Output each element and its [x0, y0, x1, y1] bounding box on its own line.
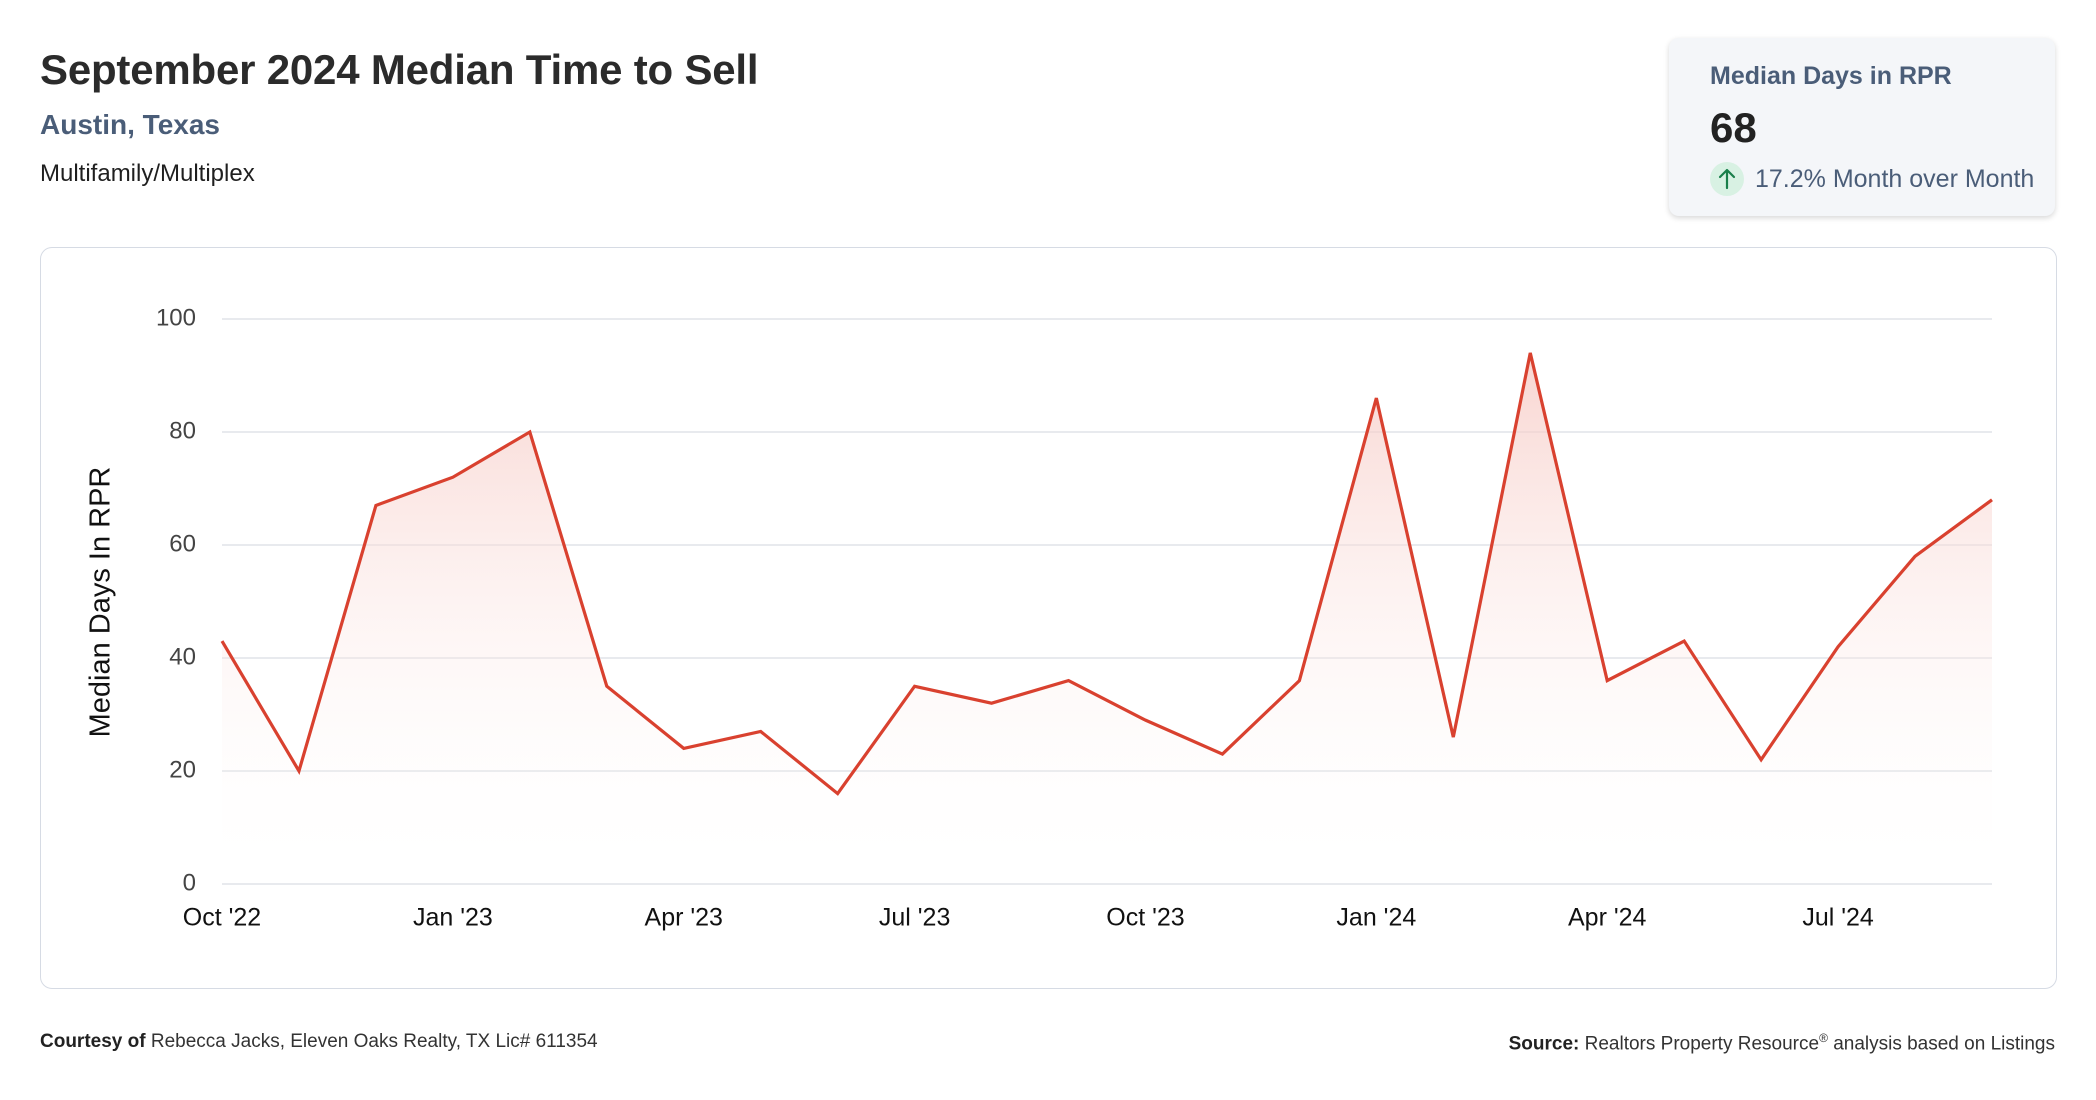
data-point[interactable]: Jul '24: 42	[1832, 641, 1844, 653]
courtesy-label: Courtesy of	[40, 1031, 146, 1052]
data-point[interactable]: Jan '24: 86	[1370, 392, 1382, 404]
x-tick-label: Apr '24	[1568, 904, 1647, 932]
x-tick-label: Apr '23	[645, 904, 723, 932]
series-line	[220, 352, 1993, 796]
stat-value: 68	[1710, 104, 1757, 151]
data-point[interactable]: Apr '23: 24	[678, 742, 690, 754]
data-point[interactable]: Oct '22: 43	[216, 635, 228, 647]
data-point[interactable]: Jul '23: 35	[909, 680, 921, 692]
source-label: Source:	[1508, 1033, 1580, 1055]
x-tick-label: Jan '24	[1336, 904, 1416, 932]
data-point[interactable]: Jan '23: 72	[447, 471, 459, 483]
footer-source: Source: Realtors Property Resource® anal…	[1509, 1031, 2055, 1055]
data-point[interactable]: Nov '22: 20	[293, 765, 305, 777]
data-point[interactable]: Nov '23: 23	[1216, 748, 1228, 760]
registered-mark: ®	[1819, 1031, 1828, 1045]
data-point[interactable]: Jun '24: 22	[1755, 754, 1767, 766]
data-point[interactable]: Mar '23: 35	[601, 680, 613, 692]
data-point[interactable]: Feb '24: 26	[1447, 731, 1459, 743]
property-category: Multifamily/Multiplex	[40, 160, 255, 187]
courtesy-text: Rebecca Jacks, Eleven Oaks Realty, TX Li…	[150, 1031, 598, 1052]
stat-label: Median Days in RPR	[1710, 62, 1952, 90]
data-point[interactable]: Mar '24: 94	[1524, 347, 1536, 359]
data-point[interactable]: May '24: 43	[1678, 635, 1690, 647]
x-tick-label: Oct '22	[183, 904, 261, 932]
data-point[interactable]: Aug '24: 58	[1909, 550, 1921, 562]
median-days-stat-card: Median Days in RPR 68 17.2% Month over M…	[1669, 38, 2055, 216]
median-days-chart: 0 20 40 60 80 100 Oct '22 Jan '23 Apr '23 Jul '2…	[85, 304, 1998, 932]
data-point[interactable]: May '23: 27	[755, 725, 767, 737]
y-tick-label: 80	[169, 417, 196, 444]
x-tick-label: Jul '23	[879, 904, 950, 932]
y-tick-label: 40	[169, 643, 196, 670]
arrow-up-icon	[1710, 162, 1744, 196]
x-tick-label: Oct '23	[1106, 904, 1184, 932]
y-tick-labels: 0 20 40 60 80 100	[156, 304, 196, 896]
y-tick-label: 60	[169, 530, 196, 557]
data-point[interactable]: Dec '22: 67	[370, 499, 382, 511]
source-text-2: analysis based on Listings	[1833, 1033, 2055, 1055]
x-tick-label: Jan '23	[413, 904, 493, 932]
area-layer	[222, 352, 1992, 884]
data-point[interactable]: Apr '24: 36	[1601, 675, 1613, 687]
series-area	[222, 352, 1992, 884]
data-point[interactable]: Jun '23: 16	[832, 788, 844, 800]
page-title: September 2024 Median Time to Sell	[40, 46, 759, 93]
data-point[interactable]: Aug '23: 32	[986, 697, 998, 709]
x-tick-label: Jul '24	[1802, 904, 1874, 932]
stat-change-text: 17.2% Month over Month	[1755, 164, 2035, 193]
location-subtitle: Austin, Texas	[40, 109, 220, 140]
y-tick-label: 20	[169, 756, 196, 783]
data-point[interactable]: Oct '23: 29	[1139, 714, 1151, 726]
data-point[interactable]: Sep '23: 36	[1063, 675, 1075, 687]
y-axis-label: Median Days In RPR	[85, 467, 117, 738]
y-tick-label: 100	[156, 304, 196, 331]
data-point[interactable]: Dec '23: 36	[1293, 675, 1305, 687]
footer-courtesy: Courtesy of Rebecca Jacks, Eleven Oaks R…	[40, 1031, 598, 1053]
stat-change: 17.2% Month over Month	[1710, 162, 2034, 196]
line-layer	[220, 352, 1993, 796]
data-point[interactable]: Feb '23: 80	[524, 426, 536, 438]
y-tick-label: 0	[183, 869, 196, 896]
chart-panel: 0 20 40 60 80 100 Oct '22 Jan '23 Apr '23 Jul '2…	[40, 247, 2057, 989]
source-text-1: Realtors Property Resource	[1584, 1033, 1820, 1055]
data-point[interactable]: Sep '24: 68	[1986, 494, 1998, 506]
x-tick-labels: Oct '22 Jan '23 Apr '23 Jul '23 Oct '23 Jan '…	[183, 904, 1874, 932]
